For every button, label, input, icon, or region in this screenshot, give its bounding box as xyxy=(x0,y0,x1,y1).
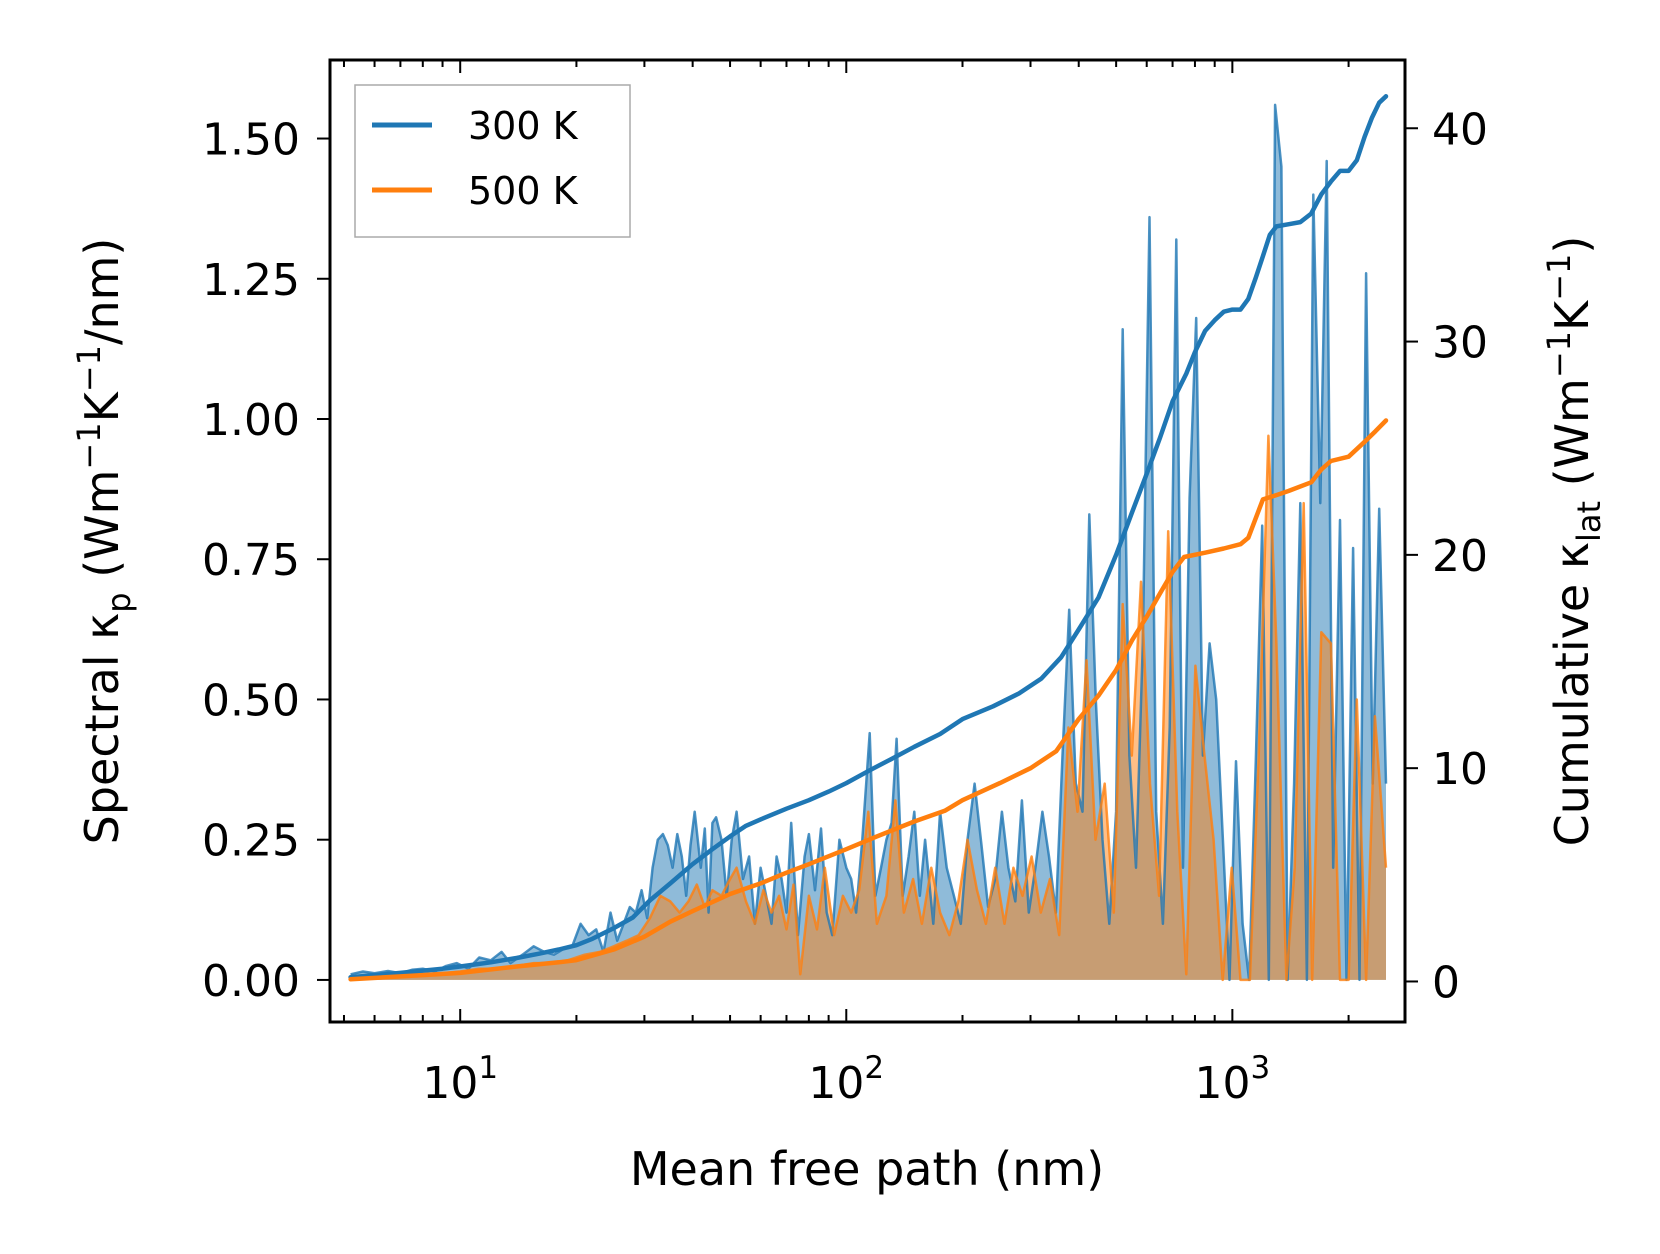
y-left-tick-label: 0.50 xyxy=(202,675,300,726)
x-tick-label: 103 xyxy=(1194,1050,1270,1109)
cumulative-line-300k xyxy=(348,94,1389,980)
right-y-axis-title: Cumulative κlat (Wm−1K−1) xyxy=(1540,236,1608,847)
legend-label-300k: 300 K xyxy=(468,104,579,148)
spectral-fill-500k xyxy=(350,435,1387,980)
left-y-axis-title: Spectral κp (Wm−1K−1/nm) xyxy=(70,238,138,845)
cumulative-line-500k xyxy=(348,418,1389,982)
y-right-tick-label: 40 xyxy=(1432,104,1488,155)
y-right-tick-label: 30 xyxy=(1432,318,1488,369)
legend-label-500k: 500 K xyxy=(468,169,579,213)
legend-box xyxy=(354,84,631,238)
plot-frame xyxy=(328,58,1407,1024)
left-y-axis-ticks: 0.00 0.25 0.50 0.75 1.00 1.25 1.50 xyxy=(202,115,330,1007)
spectral-lines xyxy=(350,103,1388,982)
y-left-tick-label: 1.25 xyxy=(202,255,300,306)
y-left-tick-label: 1.50 xyxy=(202,115,300,166)
spectral-line-500k xyxy=(350,434,1388,982)
spectral-line-300k xyxy=(350,103,1388,982)
right-y-axis-ticks: 0 10 20 30 40 xyxy=(1405,104,1488,1008)
y-left-tick-label: 0.25 xyxy=(202,816,300,867)
y-left-tick-label: 0.00 xyxy=(202,956,300,1007)
x-axis-ticks: 101 102 103 xyxy=(342,60,1350,1109)
y-right-tick-label: 10 xyxy=(1432,744,1488,795)
x-tick-label: 101 xyxy=(422,1050,498,1109)
spectral-fill-areas xyxy=(350,104,1387,980)
legend: 300 K 500 K xyxy=(354,84,631,238)
y-right-tick-label: 20 xyxy=(1432,531,1488,582)
y-right-tick-label: 0 xyxy=(1432,957,1460,1008)
y-left-tick-label: 1.00 xyxy=(202,395,300,446)
x-tick-label: 102 xyxy=(808,1050,884,1109)
y-left-tick-label: 0.75 xyxy=(202,535,300,586)
cumulative-lines xyxy=(348,94,1389,982)
x-axis-title: Mean free path (nm) xyxy=(630,1142,1104,1196)
